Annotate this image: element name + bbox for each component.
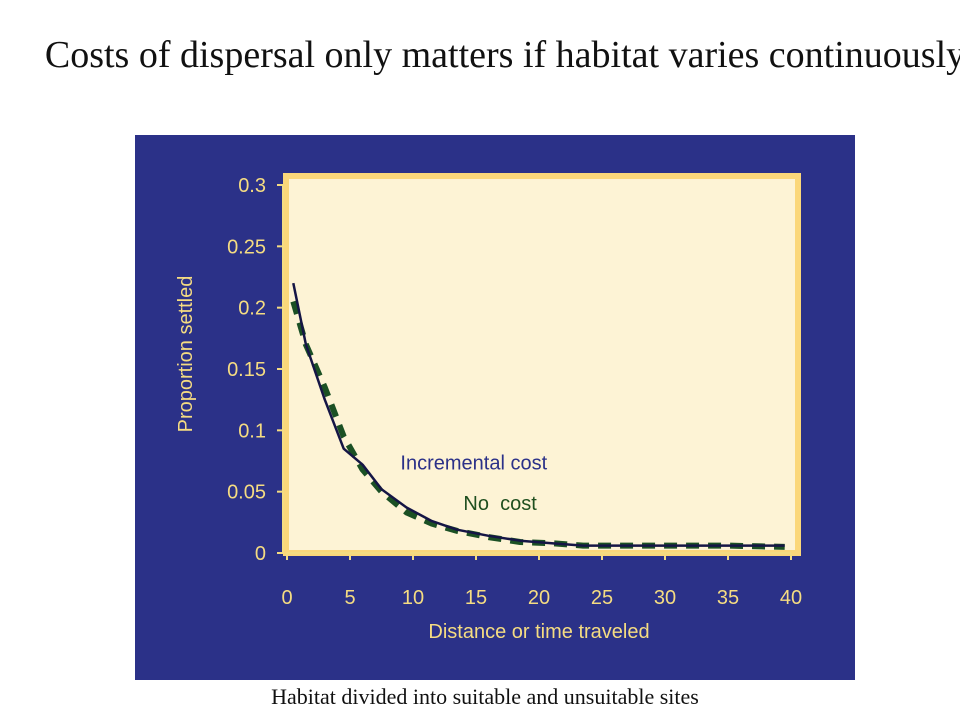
x-tick-label: 0 [281, 587, 292, 609]
x-tick-label: 5 [344, 587, 355, 609]
x-axis-title: Distance or time traveled [428, 621, 649, 643]
x-tick-label: 25 [591, 587, 613, 609]
x-tick-label: 15 [465, 587, 487, 609]
slide-title: Costs of dispersal only matters if habit… [44, 34, 960, 76]
y-tick-label: 0.1 [238, 420, 266, 442]
y-axis-title: Proportion settled [175, 276, 197, 433]
x-tick-label: 40 [780, 587, 802, 609]
y-tick-label: 0.05 [227, 482, 266, 504]
x-tick-label: 30 [654, 587, 676, 609]
x-tick-label: 20 [528, 587, 550, 609]
slide-caption: Habitat divided into suitable and unsuit… [271, 684, 699, 709]
no-cost-label: No cost [463, 493, 537, 515]
y-tick-label: 0.15 [227, 359, 266, 381]
series-incremental-cost-line [292, 282, 785, 547]
y-tick-label: 0 [255, 543, 266, 565]
x-tick-label: 35 [717, 587, 739, 609]
y-tick-label: 0.2 [238, 298, 266, 320]
y-tick-label: 0.3 [238, 175, 266, 197]
plot-area [283, 173, 801, 556]
incremental-cost-label: Incremental cost [400, 453, 547, 475]
y-tick-label: 0.25 [227, 236, 266, 258]
x-tick-label: 10 [402, 587, 424, 609]
